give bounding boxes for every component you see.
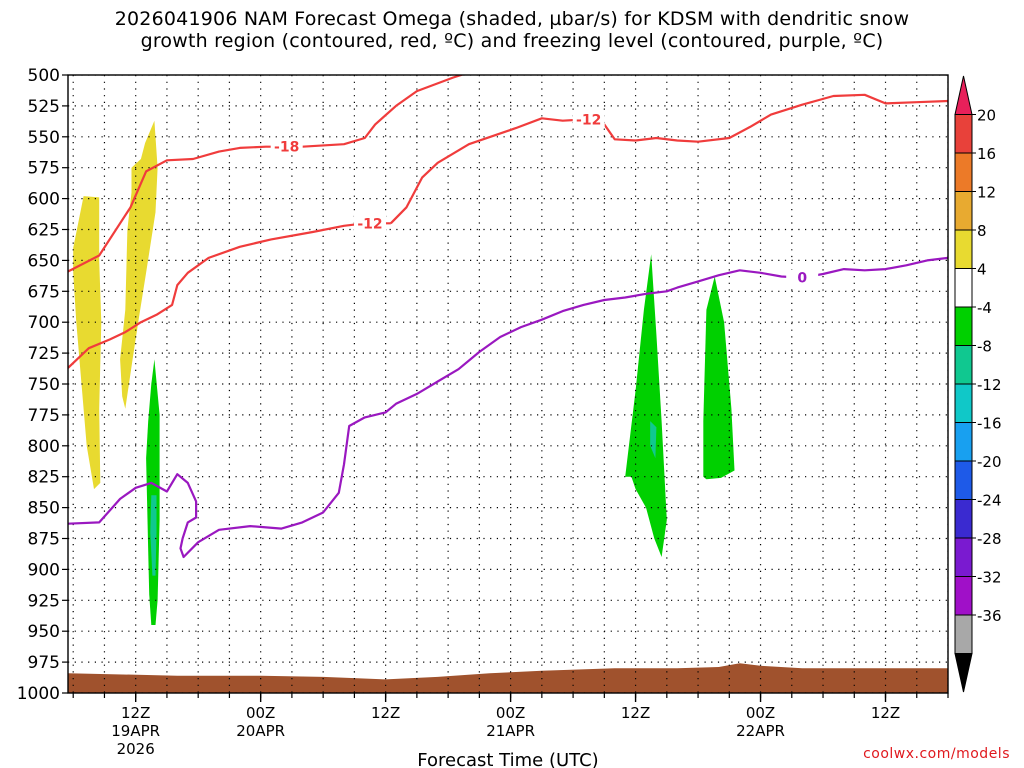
y-tick-label: 500 [28,66,60,86]
contour-label: -12 [357,216,382,232]
colorbar-label: 20 [977,107,996,125]
omega-shaded-region-6 [703,276,735,480]
colorbar-label: 8 [977,222,987,240]
y-tick-label: 1000 [17,684,60,704]
x-tick-label: 12Z [371,704,400,722]
contour-label-bg [354,215,387,232]
y-tick-label: 650 [28,251,60,271]
axes: 500 525 550 575 600 625 650 675 700 725 750 775 800 8… [17,66,949,758]
y-tick-label: 975 [28,653,60,673]
y-tick-label: 800 [28,437,60,457]
contour-label: -18 [274,140,299,156]
contour-label-bg [786,269,819,286]
colorbar-box [954,306,973,346]
colorbar-label: -20 [977,453,1002,471]
y-tick-label: 600 [28,190,60,210]
colorbar-label: -32 [977,569,1002,587]
x-tick-label: 00Z [746,704,775,722]
x-tick-label: 00Z [496,704,525,722]
colorbar-top-arrow [954,75,973,115]
colorbar-label: 12 [977,184,996,202]
colorbar-box [954,537,973,577]
y-tick-label: 925 [28,591,60,611]
omega-shaded-region-0 [73,196,102,490]
colorbar-box [954,614,973,654]
omega-shaded-region-1 [120,120,158,409]
x-tick-label: 00Z [246,704,275,722]
colorbar-box [954,268,973,308]
colorbar-box [954,422,973,462]
x-tick-label: 12Z [621,704,650,722]
plot-inner: -18 -12 -12 0 [68,75,948,693]
plot-frame [67,74,949,694]
colorbar-box [954,114,973,154]
plot-area: -18 -12 -12 0 [68,75,948,693]
y-tick-label: 675 [28,282,60,302]
colorbar-label: 4 [977,261,987,279]
terrain-fill [68,663,948,693]
y-tick-label: 900 [28,560,60,580]
x-tick-label: 22APR [736,722,785,740]
colorbar: 20 16 12 8 4 -4 -8 -12 -16 -20 -24 -28 -32 -36 [954,75,1002,693]
colorbar-label: -16 [977,415,1002,433]
contour-label: 0 [797,271,807,287]
y-tick-label: 775 [28,406,60,426]
contour-label-bg [572,111,605,128]
credit-label: coolwx.com/models [863,746,1010,762]
colorbar-box [954,152,973,192]
omega-shaded-region-2 [146,359,160,625]
colorbar-box [954,191,973,231]
contour-label-bg [270,138,303,155]
y-tick-label: 825 [28,468,60,488]
colorbar-box [954,229,973,269]
colorbar-label: -24 [977,492,1002,510]
colorbar-label: -8 [977,338,992,356]
contour-line-1 [390,93,948,225]
x-axis-title: Forecast Time (UTC) [417,750,598,768]
colorbar-box [954,499,973,539]
y-tick-label: 550 [28,128,60,148]
y-tick-label: 700 [28,313,60,333]
chart-title-line1: 2026041906 NAM Forecast Omega (shaded, µ… [114,8,910,30]
omega-shaded-region-5 [650,421,657,459]
colorbar-box [954,345,973,385]
y-tick-label: 525 [28,97,60,117]
chart-title: 2026041906 NAM Forecast Omega (shaded, µ… [0,8,1024,52]
chart-title-line2: growth region (contoured, red, ºC) and f… [140,30,884,52]
omega-shaded-region-3 [150,495,157,576]
colorbar-bottom-arrow [954,653,973,693]
colorbar-box [954,460,973,500]
colorbar-label: -4 [977,299,992,317]
x-tick-label: 20APR [236,722,285,740]
contour-line-2 [68,222,391,369]
colorbar-label: -28 [977,530,1002,548]
y-tick-label: 625 [28,221,60,241]
colorbar-box [954,576,973,616]
colorbar-box [954,383,973,423]
x-tick-label: 12Z [871,704,900,722]
x-tick-label: 19APR [111,722,160,740]
y-tick-label: 875 [28,530,60,550]
x-tick-label: 2026 [117,740,155,758]
contour-line-3 [68,256,948,559]
x-tick-label: 12Z [121,704,150,722]
colorbar-label: 16 [977,145,996,163]
y-tick-label: 850 [28,499,60,519]
contour-line-0 [68,75,465,273]
y-tick-label: 950 [28,622,60,642]
y-tick-label: 725 [28,344,60,364]
colorbar-label: -36 [977,607,1002,625]
x-tick-label: 21APR [486,722,535,740]
y-tick-label: 750 [28,375,60,395]
omega-shaded-region-4 [625,254,667,557]
colorbar-label: -12 [977,376,1002,394]
contour-label: -12 [576,112,601,128]
y-tick-label: 575 [28,159,60,179]
